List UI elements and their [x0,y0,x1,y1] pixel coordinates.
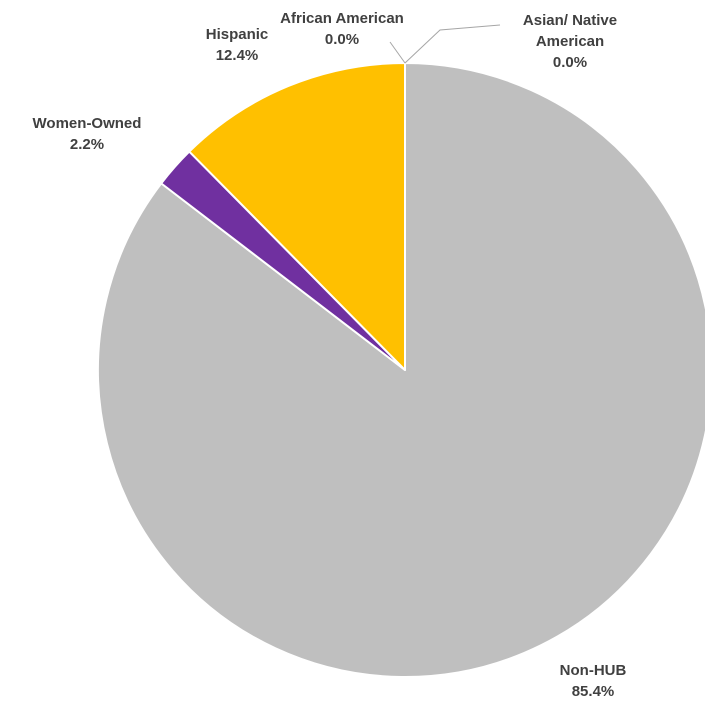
label-african-american: African American 0.0% [280,10,404,48]
leader-line-african-american [389,41,406,64]
leader-line-asian-native-american [404,24,501,64]
slice-hispanic [188,62,406,371]
label-non-hub: Non-HUB 85.4% [560,662,627,700]
slice-labels: Asian/ Native American 0.0% Non-HUB 85.4% Wom… [33,10,627,700]
pie-slices [97,62,705,678]
slice-non-hub [97,62,705,678]
leader-lines [389,24,501,64]
label-asian-native-american: Asian/ Native American 0.0% [523,12,617,71]
label-women-owned: Women-Owned 2.2% [33,115,142,153]
label-hispanic: Hispanic 12.4% [206,26,269,64]
